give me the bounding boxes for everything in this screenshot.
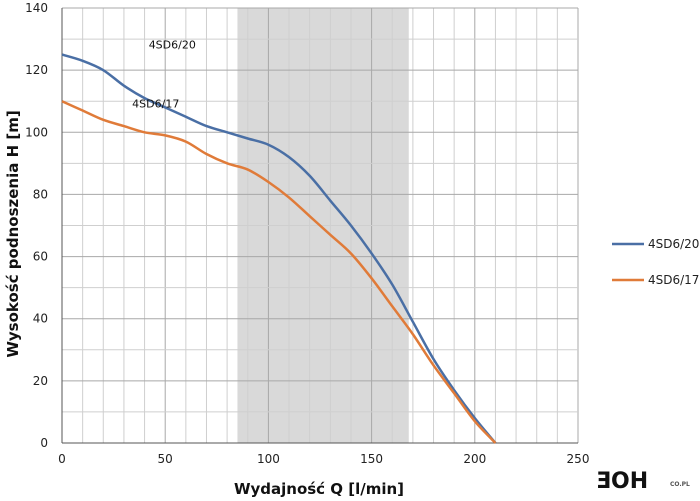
y-tick-label: 120 <box>25 63 48 77</box>
y-axis-title: Wysokość podnoszenia H [m] <box>4 110 22 357</box>
brand-logo-text: ƎOH <box>596 469 648 494</box>
legend-label: 4SD6/17 <box>648 273 699 287</box>
x-tick-label: 0 <box>58 452 66 466</box>
x-tick-label: 200 <box>463 452 486 466</box>
y-tick-label: 100 <box>25 125 48 139</box>
y-tick-label: 0 <box>40 436 48 450</box>
x-tick-label: 100 <box>257 452 280 466</box>
y-tick-label: 80 <box>33 187 48 201</box>
curve-label: 4SD6/20 <box>149 38 196 51</box>
x-axis-title: Wydajność Q [l/min] <box>234 480 404 498</box>
legend-label: 4SD6/20 <box>648 237 699 251</box>
legend: 4SD6/20 4SD6/17 <box>612 237 699 287</box>
x-tick-label: 50 <box>158 452 173 466</box>
brand-logo: ƎOH CO.PL <box>596 469 690 494</box>
series-line-4sd6-20 <box>61 53 497 444</box>
x-tick-label: 250 <box>567 452 590 466</box>
y-tick-label: 140 <box>25 1 48 15</box>
series-line-4sd6-17 <box>61 100 497 444</box>
grid-layer <box>61 7 579 444</box>
axis-layer: 0 50 100 150 200 250 0 20 40 60 80 100 120 140 <box>25 1 589 466</box>
brand-logo-small: CO.PL <box>670 481 690 488</box>
y-tick-label: 20 <box>33 374 48 388</box>
y-tick-label: 60 <box>33 250 48 264</box>
series-layer <box>61 53 497 444</box>
curve-label: 4SD6/17 <box>132 97 179 110</box>
curve-label-layer: 4SD6/20 4SD6/17 <box>132 38 196 110</box>
y-tick-label: 40 <box>33 312 48 326</box>
x-tick-label: 150 <box>360 452 383 466</box>
